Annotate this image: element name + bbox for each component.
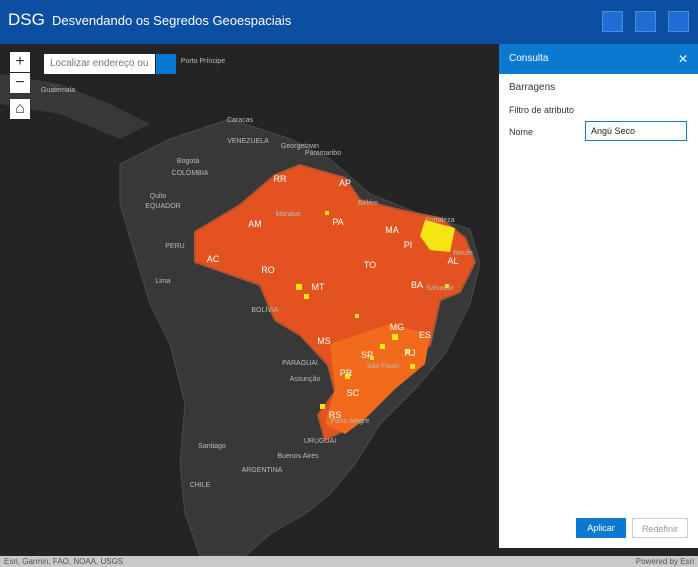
app-title: Desvendando os Segredos Geoespaciais [52,13,292,28]
map-label: Salvador [426,285,454,292]
map-label: Buenos Aires [277,453,319,460]
close-button[interactable]: ✕ [677,52,688,66]
map-label: RS [329,410,342,420]
map-label: Assunção [290,376,321,383]
map-label: RO [261,265,275,275]
map-label: Quito [150,193,167,200]
zoom-out[interactable]: − [10,73,30,93]
map-label: Paramaribo [305,150,341,157]
map-label: AC [207,254,220,264]
map-label: MG [390,322,405,332]
map-label: Fortaleza [425,217,454,224]
panel-title: Consulta [499,44,698,74]
attribution-bar: Esri, Garmin, FAO, NOAA, USGS Powered by… [0,556,698,567]
map-label: COLÔMBIA [172,168,209,177]
powered-by: Powered by Esri [635,557,694,566]
map-label: EQUADOR [145,203,180,210]
map-label: PA [332,217,343,227]
map-label: Lima [155,278,170,285]
map-label: Santiago [198,443,226,450]
logo: DSG [8,10,45,29]
map-label: PERU [165,243,184,250]
map-label: AM [248,219,262,229]
zoom-in[interactable]: + [10,52,30,72]
map-label: RR [274,174,287,184]
reset-button[interactable]: Redefinir [632,518,688,538]
map-label: MT [312,282,325,292]
map-label: Porto Príncipe [181,58,225,65]
section-title: Filtro de atributo [509,105,575,115]
map-label: Caracas [227,117,254,124]
map-label: MA [385,225,399,235]
map-label: RJ [405,348,416,358]
map-label: Guatemala [41,87,75,94]
map-label: Porto Alegre [331,418,370,425]
map-label: SC [347,388,360,398]
query-panel: Consulta ✕ Barragens Filtro de atributo … [499,44,698,548]
layers-button[interactable] [635,11,656,32]
map-label: PI [404,240,413,250]
map-label: MS [317,336,331,346]
map-label: BA [411,280,423,290]
query-button[interactable] [602,11,623,32]
map-label: CHILE [190,482,211,489]
apply-button[interactable]: Aplicar [576,518,626,538]
map-label: TO [364,260,376,270]
map-label: BOLÍVIA [251,305,279,314]
layer-name: Barragens [509,82,556,93]
map-label: Belém [358,200,378,207]
map-label: AL [447,256,458,266]
home-button[interactable]: ⌂ [10,99,30,119]
search-button[interactable] [156,54,176,74]
map-label: Georgetown [281,143,319,150]
header: DSG Desvendando os Segredos Geoespaciais [0,0,698,44]
attribution: Esri, Garmin, FAO, NOAA, USGS [4,557,124,566]
map-label: São Paulo [367,363,399,370]
map-label: Recife [453,250,473,257]
map-label: ARGENTINA [242,467,283,474]
map-label: Manaus [276,211,301,218]
map[interactable]: Guatemala Porto Príncipe Caracas VENEZUELA G… [0,44,499,556]
legend-button[interactable] [668,11,689,32]
search-box[interactable]: Localizar endereço ou ... [44,54,155,89]
map-label: PARAGUAI [282,360,318,367]
field-input[interactable]: Angú Seco [585,121,687,141]
map-label: SP [361,350,373,360]
map-label: URUGUAI [304,438,336,445]
map-label: VENEZUELA [227,138,269,145]
map-label: PR [340,368,353,378]
map-label: AP [339,178,351,188]
field-label: Nome [509,127,534,137]
map-label: Bogotá [177,158,199,165]
map-label: ES [419,330,431,340]
